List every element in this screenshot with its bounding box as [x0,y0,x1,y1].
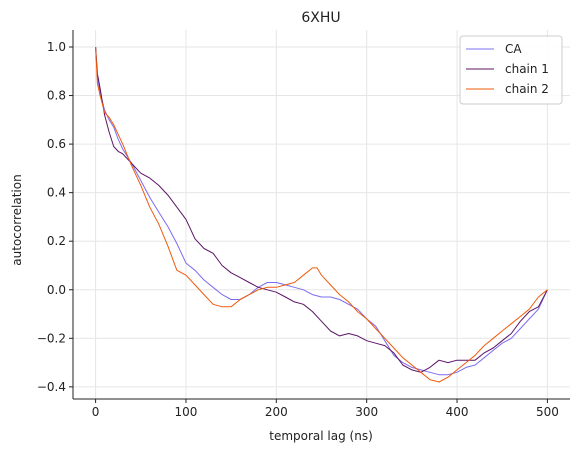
y-tick-label: −0.2 [37,331,66,345]
x-tick-label: 200 [265,405,288,419]
y-tick-label: 0.2 [47,234,66,248]
grid [73,30,570,399]
series-line-chain-1 [95,46,548,373]
x-ticks: 0 100 200 300 400 500 [92,399,559,419]
series-line-chain-2 [95,46,548,383]
legend-box [459,35,563,105]
x-axis-title: temporal lag (ns) [269,429,373,443]
legend-label: CA [505,42,522,56]
y-tick-label: 0.8 [47,89,66,103]
x-tick-label: 300 [355,405,378,419]
x-tick-label: 0 [92,405,100,419]
y-tick-label: 0.4 [47,186,66,200]
legend-label: chain 2 [505,82,549,96]
y-tick-label: 1.0 [47,40,66,54]
y-tick-label: 0.0 [47,283,66,297]
chart-title: 6XHU [301,10,340,26]
y-ticks: −0.4 −0.2 0.0 0.2 0.4 0.6 0.8 1.0 [37,40,73,394]
x-tick-label: 100 [175,405,198,419]
y-tick-label: −0.4 [37,380,66,394]
y-tick-label: 0.6 [47,137,66,151]
legend-label: chain 1 [505,62,549,76]
y-axis-title: autocorrelation [10,174,24,265]
series-line-ca [95,46,548,376]
x-tick-label: 500 [536,405,559,419]
axes [72,30,570,400]
legend-items: CA chain 1 chain 2 [466,42,549,96]
legend: CA chain 1 chain 2 [459,35,563,105]
series-lines [95,46,548,383]
x-tick-label: 400 [446,405,469,419]
